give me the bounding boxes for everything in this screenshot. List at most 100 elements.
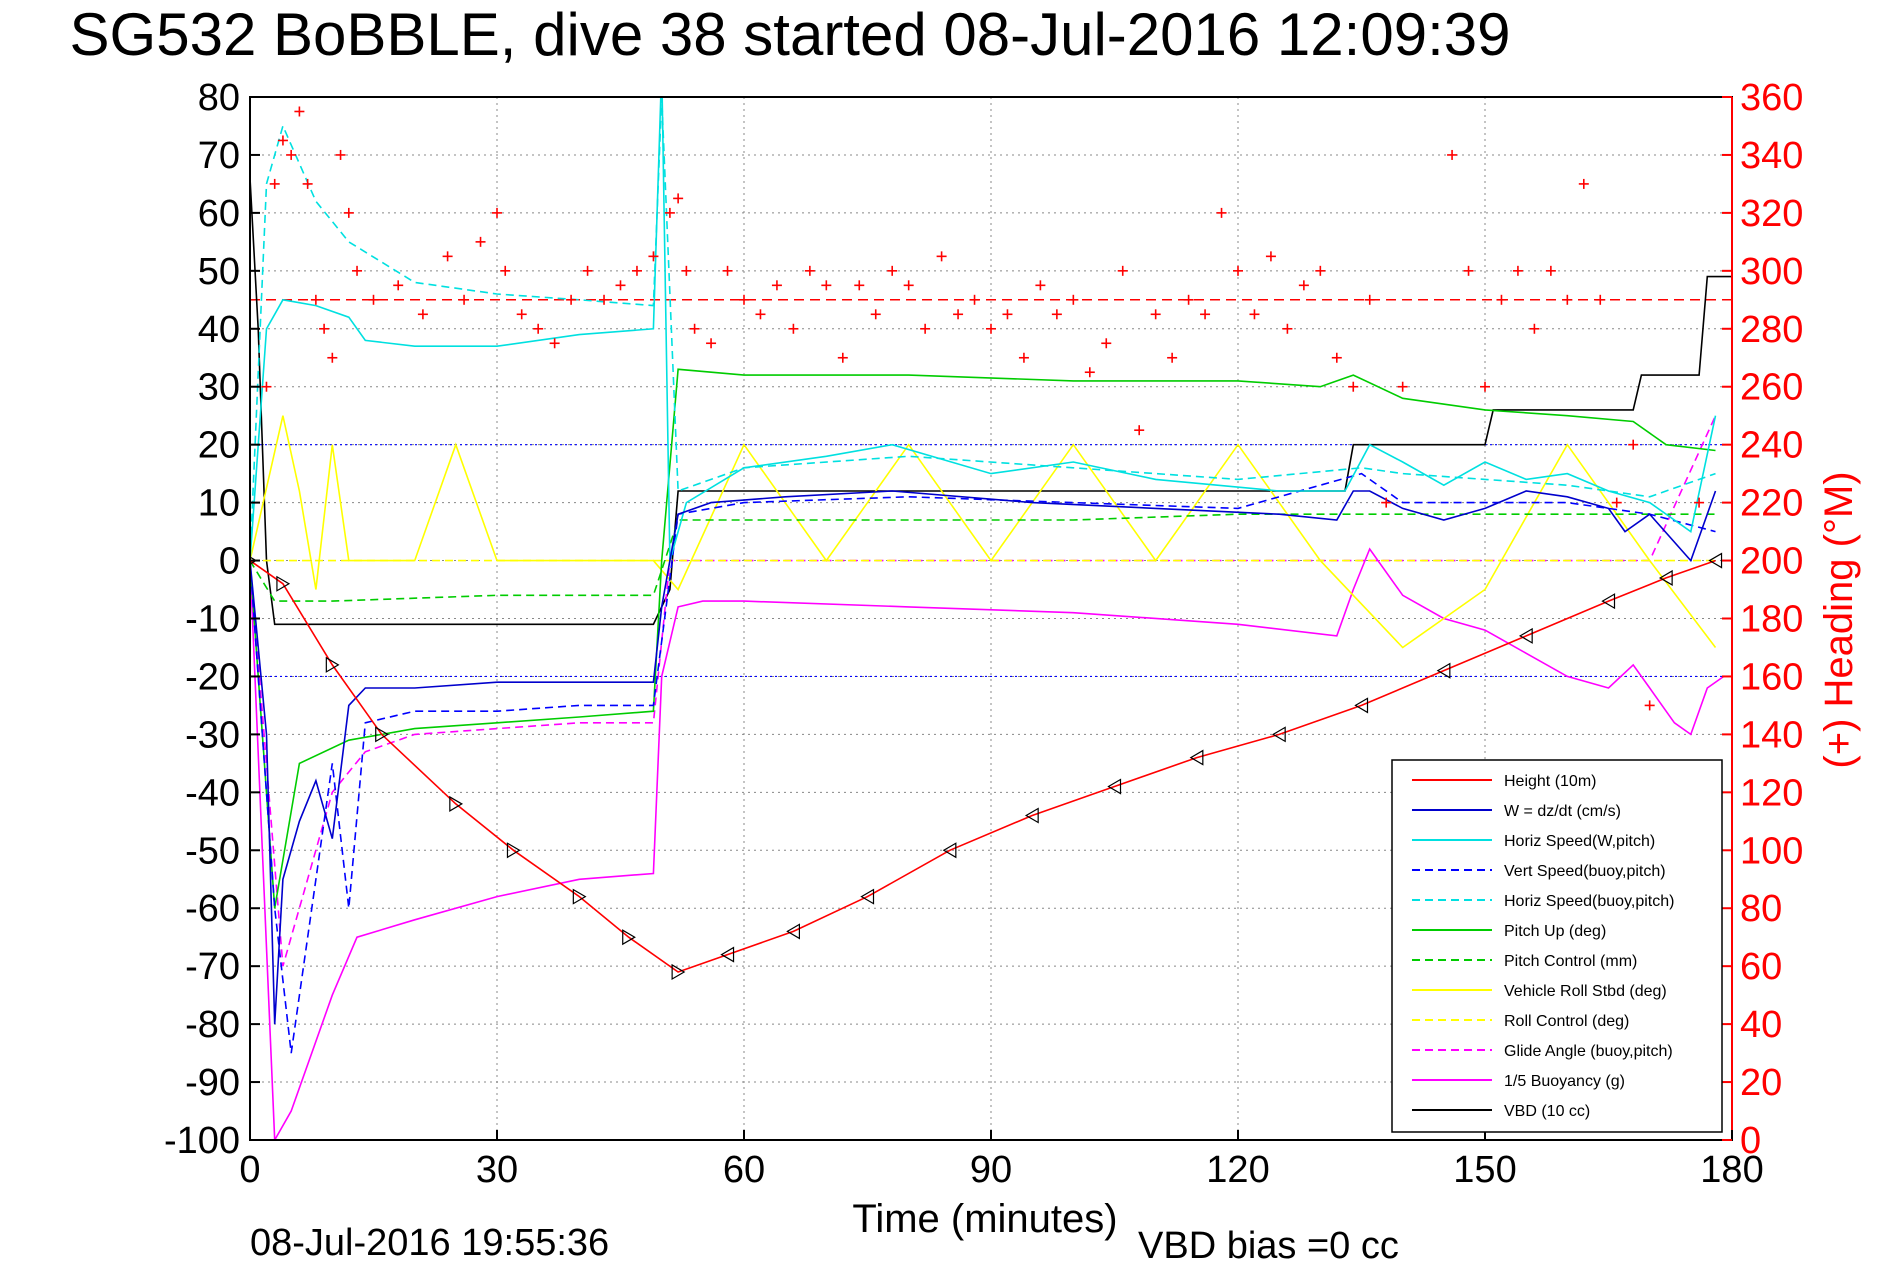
heading-point xyxy=(837,352,848,363)
heading-point xyxy=(1447,149,1458,160)
legend-box xyxy=(1391,759,1723,1133)
heading-point xyxy=(599,294,610,305)
heading-point xyxy=(870,309,881,320)
right-y-tick-label: 100 xyxy=(1740,830,1803,872)
y-tick-label: 40 xyxy=(198,309,240,351)
heading-point xyxy=(475,236,486,247)
legend-label: Vehicle Roll Stbd (deg) xyxy=(1504,983,1667,1000)
height-marker xyxy=(1107,778,1122,795)
right-y-tick-label: 80 xyxy=(1740,888,1782,930)
x-tick-label: 180 xyxy=(1700,1149,1763,1191)
heading-point xyxy=(1331,352,1342,363)
legend-label: VBD (10 cc) xyxy=(1504,1103,1590,1120)
height-marker xyxy=(1436,662,1451,679)
height-marker xyxy=(720,946,735,963)
right-y-tick-label: 20 xyxy=(1740,1062,1782,1104)
heading-point xyxy=(1480,381,1490,392)
legend-label: 1/5 Buoyancy (g) xyxy=(1504,1073,1625,1090)
heading-point xyxy=(1216,207,1227,218)
heading-point xyxy=(788,323,799,334)
y-tick-label: -100 xyxy=(164,1120,240,1162)
heading-point xyxy=(1035,280,1046,291)
heading-point xyxy=(1068,294,1079,305)
heading-point xyxy=(1150,309,1161,320)
heading-point xyxy=(261,381,272,392)
heading-point xyxy=(903,280,914,291)
height-marker xyxy=(375,726,389,743)
heading-point xyxy=(343,207,354,218)
heading-point xyxy=(953,309,964,320)
heading-point xyxy=(277,135,288,146)
heading-point xyxy=(1282,323,1293,334)
right-y-tick-label: 240 xyxy=(1740,425,1803,467)
height-marker xyxy=(942,842,957,859)
heading-point xyxy=(804,265,815,276)
series-line-vert-speed-buoy-pitch xyxy=(250,472,1716,1054)
right-y-tick-label: 300 xyxy=(1740,251,1803,293)
heading-point xyxy=(706,338,717,349)
series-line-horiz-speed-w-pitch xyxy=(250,97,1717,561)
heading-point xyxy=(549,338,560,349)
y-tick-label: 0 xyxy=(219,541,240,583)
heading-point xyxy=(319,323,330,334)
legend-label: W = dz/dt (cm/s) xyxy=(1504,803,1621,820)
x-tick-label: 150 xyxy=(1453,1149,1516,1191)
series-group xyxy=(250,97,1732,1140)
height-marker xyxy=(449,795,464,812)
legend-label: Vert Speed(buoy,pitch) xyxy=(1504,863,1666,880)
heading-point xyxy=(1018,352,1029,363)
x-tick-label: 120 xyxy=(1206,1149,1269,1191)
heading-point xyxy=(920,323,931,334)
chart-title: SG532 BoBBLE, dive 38 started 08-Jul-201… xyxy=(70,1,1511,68)
height-marker xyxy=(1354,697,1369,714)
heading-point xyxy=(664,207,675,218)
y-tick-label: -10 xyxy=(185,599,240,641)
height-marker xyxy=(671,963,686,981)
heading-point xyxy=(1101,338,1112,349)
heading-point xyxy=(492,207,502,218)
heading-point xyxy=(1562,294,1573,305)
right-y-tick-label: 120 xyxy=(1740,772,1803,814)
heading-point xyxy=(533,323,544,334)
legend-label: Height (10m) xyxy=(1504,773,1596,790)
x-tick-label: 60 xyxy=(723,1149,765,1191)
y-tick-label: -50 xyxy=(185,830,240,872)
heading-point xyxy=(755,309,766,320)
heading-point xyxy=(986,323,996,334)
right-y-tick-label: 160 xyxy=(1740,656,1803,698)
series-line-height-10m xyxy=(250,559,1716,973)
heading-point xyxy=(681,265,692,276)
height-marker xyxy=(1024,807,1039,824)
heading-point xyxy=(327,352,338,363)
y-tick-label: 20 xyxy=(198,425,240,467)
legend-label: Horiz Speed(W,pitch) xyxy=(1504,833,1655,850)
legend-label: Pitch Up (deg) xyxy=(1504,923,1606,940)
right-y-tick-label: 220 xyxy=(1740,483,1803,525)
height-marker xyxy=(1658,569,1673,586)
heading-point xyxy=(821,280,832,291)
heading-point xyxy=(1233,265,1243,276)
heading-point xyxy=(1512,265,1523,276)
heading-point xyxy=(1134,425,1145,436)
right-y-tick-label: 320 xyxy=(1740,193,1803,235)
heading-point xyxy=(582,265,593,276)
heading-point xyxy=(1595,294,1606,305)
right-y-tick-label: 140 xyxy=(1740,714,1803,756)
y-tick-label: -20 xyxy=(185,656,240,698)
x-tick-label: 0 xyxy=(239,1149,260,1191)
y-tick-label: 10 xyxy=(198,483,240,525)
heading-point xyxy=(1183,294,1194,305)
heading-point xyxy=(936,251,947,262)
heading-point xyxy=(1364,294,1375,305)
height-marker xyxy=(860,888,875,905)
series-line-vbd-10-cc xyxy=(250,178,1732,626)
heading-point xyxy=(1463,265,1474,276)
right-y-tick-label: 360 xyxy=(1740,77,1803,119)
heading-point xyxy=(500,265,511,276)
series-line-vehicle-roll-stbd-deg xyxy=(250,415,1717,649)
height-marker xyxy=(276,575,291,592)
footer-vbd-bias: VBD bias =0 cc xyxy=(1138,1225,1399,1262)
heading-point xyxy=(1249,309,1260,320)
height-marker xyxy=(1708,552,1723,569)
right-y-tick-label: 200 xyxy=(1740,541,1803,583)
